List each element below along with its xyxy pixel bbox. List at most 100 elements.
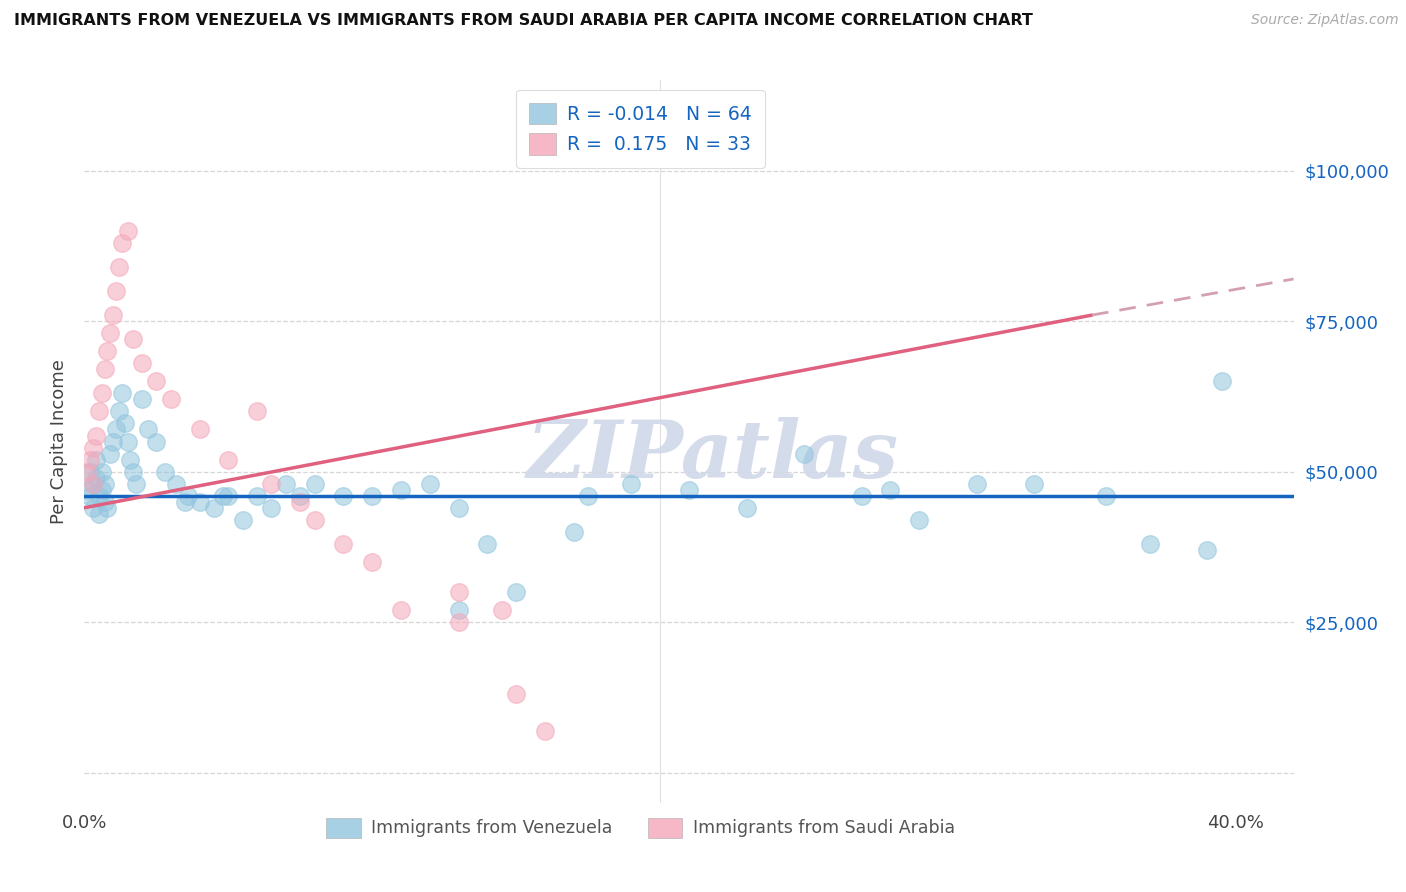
Point	[111, 386, 134, 401]
Point	[966, 476, 988, 491]
Point	[90, 465, 112, 479]
Point	[131, 356, 153, 370]
Point	[332, 537, 354, 551]
Point	[79, 452, 101, 467]
Point	[879, 483, 901, 497]
Point	[246, 489, 269, 503]
Point	[477, 537, 499, 551]
Point	[117, 224, 139, 238]
Text: Source: ZipAtlas.com: Source: ZipAtlas.com	[1251, 13, 1399, 28]
Point	[79, 465, 101, 479]
Point	[82, 441, 104, 455]
Point	[145, 434, 167, 449]
Point	[188, 494, 211, 508]
Text: IMMIGRANTS FROM VENEZUELA VS IMMIGRANTS FROM SAUDI ARABIA PER CAPITA INCOME CORR: IMMIGRANTS FROM VENEZUELA VS IMMIGRANTS …	[14, 13, 1033, 29]
Point	[105, 284, 128, 298]
Point	[101, 308, 124, 322]
Point	[389, 483, 412, 497]
Point	[87, 404, 110, 418]
Point	[908, 513, 931, 527]
Point	[361, 489, 384, 503]
Point	[793, 446, 815, 460]
Point	[122, 332, 145, 346]
Point	[735, 500, 758, 515]
Point	[84, 428, 107, 442]
Point	[84, 452, 107, 467]
Point	[90, 483, 112, 497]
Point	[96, 344, 118, 359]
Point	[1139, 537, 1161, 551]
Point	[202, 500, 225, 515]
Point	[851, 489, 873, 503]
Point	[620, 476, 643, 491]
Point	[290, 494, 312, 508]
Point	[145, 374, 167, 388]
Point	[114, 417, 136, 431]
Point	[159, 392, 181, 407]
Point	[304, 513, 326, 527]
Point	[98, 446, 121, 460]
Y-axis label: Per Capita Income: Per Capita Income	[51, 359, 69, 524]
Point	[1095, 489, 1118, 503]
Point	[534, 723, 557, 738]
Point	[1197, 542, 1219, 557]
Point	[111, 235, 134, 250]
Point	[274, 476, 297, 491]
Point	[84, 470, 107, 484]
Point	[491, 603, 513, 617]
Point	[76, 465, 98, 479]
Point	[174, 494, 197, 508]
Point	[246, 404, 269, 418]
Point	[1211, 374, 1233, 388]
Point	[389, 603, 412, 617]
Point	[76, 483, 98, 497]
Point	[304, 476, 326, 491]
Point	[361, 555, 384, 569]
Point	[260, 476, 283, 491]
Point	[505, 687, 527, 701]
Point	[87, 489, 110, 503]
Point	[98, 326, 121, 340]
Point	[678, 483, 700, 497]
Point	[87, 507, 110, 521]
Point	[232, 513, 254, 527]
Point	[101, 434, 124, 449]
Point	[260, 500, 283, 515]
Point	[105, 422, 128, 436]
Point	[125, 476, 148, 491]
Point	[122, 465, 145, 479]
Point	[166, 476, 188, 491]
Point	[505, 585, 527, 599]
Point	[217, 452, 239, 467]
Point	[93, 476, 115, 491]
Point	[177, 489, 200, 503]
Point	[136, 422, 159, 436]
Point	[96, 500, 118, 515]
Legend: Immigrants from Venezuela, Immigrants from Saudi Arabia: Immigrants from Venezuela, Immigrants fr…	[319, 811, 962, 845]
Point	[153, 465, 176, 479]
Point	[447, 615, 470, 630]
Point	[211, 489, 233, 503]
Point	[120, 452, 142, 467]
Point	[576, 489, 599, 503]
Point	[131, 392, 153, 407]
Point	[447, 500, 470, 515]
Point	[93, 362, 115, 376]
Point	[217, 489, 239, 503]
Text: ZIPatlas: ZIPatlas	[527, 417, 900, 495]
Point	[93, 494, 115, 508]
Point	[108, 260, 131, 274]
Point	[419, 476, 441, 491]
Point	[79, 489, 101, 503]
Point	[82, 500, 104, 515]
Point	[332, 489, 354, 503]
Point	[447, 585, 470, 599]
Point	[188, 422, 211, 436]
Point	[447, 603, 470, 617]
Point	[117, 434, 139, 449]
Point	[290, 489, 312, 503]
Point	[1024, 476, 1046, 491]
Point	[82, 476, 104, 491]
Point	[108, 404, 131, 418]
Point	[562, 524, 585, 539]
